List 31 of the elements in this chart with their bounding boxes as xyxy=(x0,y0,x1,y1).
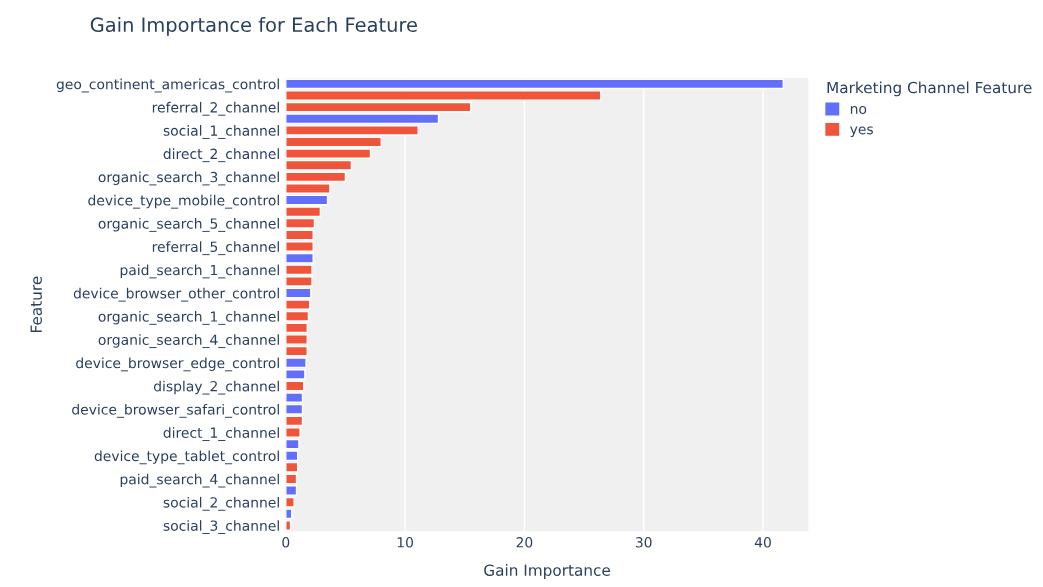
legend-title: Marketing Channel Feature xyxy=(827,81,1032,97)
y-tick-label: social_3_channel xyxy=(163,520,279,534)
y-tick-label: device_browser_edge_control xyxy=(76,357,279,372)
y-tick-label: device_browser_other_control xyxy=(73,287,279,302)
y-tick-label: display_2_channel xyxy=(153,380,279,395)
y-tick-label: paid_search_1_channel xyxy=(120,264,279,279)
y-tick-label: direct_2_channel xyxy=(163,148,279,163)
y-tick-label: device_browser_safari_control xyxy=(72,403,279,418)
y-tick-label: geo_continent_americas_control xyxy=(56,78,279,93)
x-tick-label: 0 xyxy=(282,537,290,548)
y-tick-label: direct_1_channel xyxy=(163,427,279,442)
y-tick-label: organic_search_1_channel xyxy=(98,311,279,325)
y-tick-label: device_type_tablet_control xyxy=(94,450,279,465)
y-tick-label: social_2_channel xyxy=(163,496,279,511)
x-tick-label: 10 xyxy=(397,537,413,548)
x-tick-label: 20 xyxy=(516,537,533,548)
y-tick-label: organic_search_4_channel xyxy=(98,334,279,349)
y-axis-title: Feature xyxy=(30,276,42,333)
x-tick-label: 30 xyxy=(635,537,652,548)
y-tick-label: organic_search_5_channel xyxy=(98,218,279,232)
x-tick-label: 40 xyxy=(754,537,771,548)
y-tick-label: organic_search_3_channel xyxy=(98,171,279,186)
legend-label: yes xyxy=(850,126,873,138)
y-tick-label: social_1_channel xyxy=(163,125,279,139)
legend-label: no xyxy=(850,106,867,114)
y-tick-label: referral_5_channel xyxy=(152,241,279,256)
y-tick-label: device_type_mobile_control xyxy=(88,194,279,209)
x-axis-title: Gain Importance xyxy=(484,564,611,579)
y-tick-label: paid_search_4_channel xyxy=(120,473,279,488)
chart-title: Gain Importance for Each Feature xyxy=(90,17,417,36)
y-tick-label: referral_2_channel xyxy=(152,101,279,116)
